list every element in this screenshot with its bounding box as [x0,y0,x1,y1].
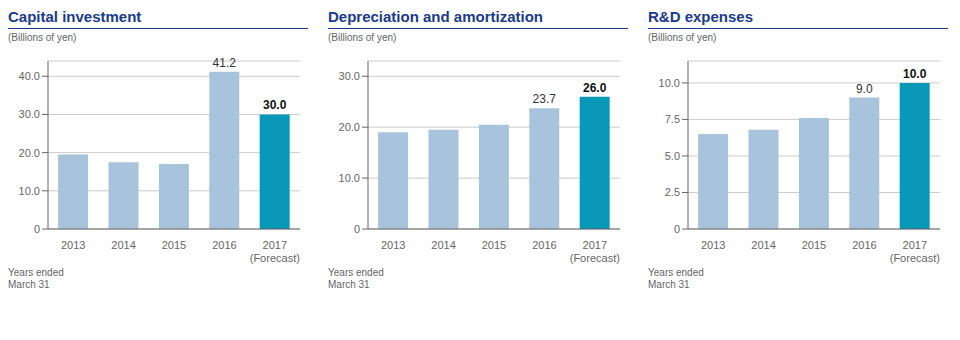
svg-text:40.0: 40.0 [19,70,40,82]
svg-text:2015: 2015 [482,239,506,251]
html-text:Years ended March 31: Years ended March 31 [328,267,384,290]
svg-text:2015: 2015 [162,239,186,251]
html-text:Depreciation and amortization: Depreciation and amortization [328,8,543,25]
svg-text:2017(Forecast): 2017(Forecast) [250,239,300,264]
html-text:Years ended March 31: Years ended March 31 [648,267,704,290]
html-text:(Billions of yen): (Billions of yen) [8,32,77,43]
html-text:(Billions of yen): (Billions of yen) [648,32,717,43]
svg-text:9.0: 9.0 [856,82,873,96]
html-text:R&D expenses: R&D expenses [648,8,753,25]
svg-text:10.0: 10.0 [19,185,40,197]
svg-text:26.0: 26.0 [583,81,607,95]
svg-text:5.0: 5.0 [665,150,680,162]
svg-text:2015: 2015 [802,239,826,251]
svg-text:2017(Forecast): 2017(Forecast) [570,239,620,264]
svg-text:41.2: 41.2 [213,56,237,70]
svg-text:2014: 2014 [111,239,135,251]
svg-text:10.0: 10.0 [339,172,360,184]
html-text:Years ended March 31: Years ended March 31 [8,267,64,290]
svg-text:30.0: 30.0 [19,108,40,120]
html-text:Capital investment: Capital investment [8,8,142,25]
svg-text:2013: 2013 [381,239,405,251]
svg-text:0: 0 [354,223,360,235]
svg-text:7.5: 7.5 [665,113,680,125]
svg-text:2014: 2014 [751,239,775,251]
svg-text:30.0: 30.0 [339,70,360,82]
svg-text:10.0: 10.0 [903,67,927,81]
svg-text:2013: 2013 [701,239,725,251]
svg-text:2.5: 2.5 [665,186,680,198]
svg-text:10.0: 10.0 [659,77,680,89]
svg-text:2014: 2014 [431,239,455,251]
svg-text:2016: 2016 [532,239,556,251]
svg-text:23.7: 23.7 [533,92,557,106]
svg-text:20.0: 20.0 [339,121,360,133]
svg-text:2016: 2016 [212,239,236,251]
svg-text:20.0: 20.0 [19,147,40,159]
html-text:(Billions of yen): (Billions of yen) [328,32,397,43]
svg-text:0: 0 [674,223,680,235]
svg-text:2017(Forecast): 2017(Forecast) [890,239,940,264]
svg-text:30.0: 30.0 [263,98,287,112]
svg-text:2013: 2013 [61,239,85,251]
svg-text:0: 0 [34,223,40,235]
svg-text:2016: 2016 [852,239,876,251]
